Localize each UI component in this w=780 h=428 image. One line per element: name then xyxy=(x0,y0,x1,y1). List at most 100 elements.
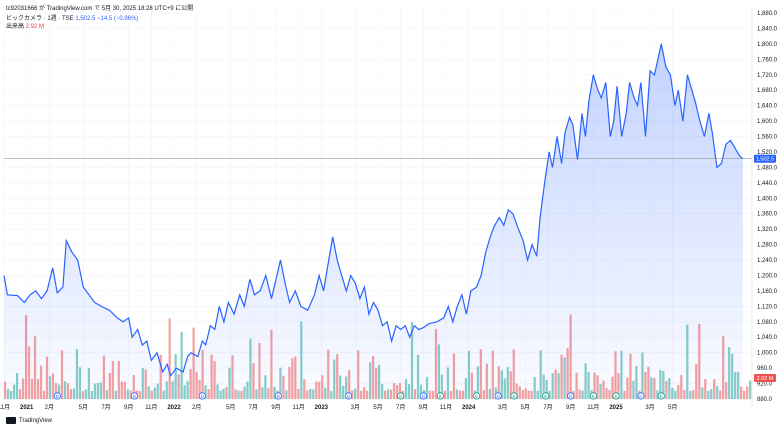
time-tick-label: 2月 xyxy=(45,404,54,411)
event-circle xyxy=(589,392,597,400)
event-circle xyxy=(436,392,444,400)
price-change: −14.5 (−0.96%) xyxy=(97,16,139,22)
price-tick-label: 1,840.0 xyxy=(757,26,778,32)
price-tick-label: 1,760.0 xyxy=(757,57,778,63)
time-tick-label: 2024 xyxy=(462,405,476,411)
footer-brand: TradingView xyxy=(19,417,53,424)
event-marker-dividend[interactable]: D xyxy=(567,392,575,400)
event-marker-dividend[interactable]: D xyxy=(274,392,282,400)
publish-header: tc92031666 が TradingView.com で 5月 30, 20… xyxy=(6,6,194,12)
time-tick-label: 7月 xyxy=(543,404,552,411)
time-tick-label: 2021 xyxy=(20,405,34,411)
event-circle xyxy=(567,392,575,400)
event-marker-earnings[interactable]: E xyxy=(510,392,518,400)
time-tick-label: 11月 xyxy=(0,404,10,411)
event-circle xyxy=(637,392,645,400)
volume-bar xyxy=(743,390,746,399)
event-marker-dividend[interactable]: D xyxy=(53,392,61,400)
volume-badge xyxy=(754,374,776,382)
event-marker-earnings[interactable]: E xyxy=(589,392,597,400)
price-tick-label: 920.0 xyxy=(757,382,773,388)
last-price-badge-text: 1,502.5 xyxy=(756,157,774,163)
time-tick-label: 2023 xyxy=(315,405,329,411)
time-tick-label: 11月 xyxy=(293,404,305,411)
price-tick-label: 1,720.0 xyxy=(757,73,778,79)
event-circle xyxy=(472,392,481,400)
price-line xyxy=(3,43,744,378)
event-marker-dividend[interactable]: D xyxy=(637,392,645,400)
event-marker-earnings[interactable]: E xyxy=(657,392,665,400)
price-tick-label: 1,480.0 xyxy=(757,165,778,171)
event-marker-earnings[interactable]: E xyxy=(436,392,444,400)
price-tick-label: 1,360.0 xyxy=(757,212,778,218)
event-marker-earnings[interactable]: E xyxy=(542,392,550,400)
price-tick-label: 960.0 xyxy=(757,366,773,372)
time-tick-label: 5月 xyxy=(79,404,88,411)
time-axis[interactable]: 11月 2021 2月 5月 7月 9月 11月 2022 2月 5月 7月 9月 11月 2023 3月 5… xyxy=(0,404,677,411)
price-tick-label: 1,120.0 xyxy=(757,304,778,310)
event-circle xyxy=(419,392,427,400)
time-tick-label: 9月 xyxy=(419,404,428,411)
event-marker-dividend[interactable]: D xyxy=(494,392,502,400)
time-tick-label: 5月 xyxy=(226,404,235,411)
last-price-badge xyxy=(754,154,776,163)
price-tick-label: 880.0 xyxy=(757,397,773,403)
time-tick-label: 7月 xyxy=(249,404,258,411)
time-tick-label: 3月 xyxy=(498,404,507,411)
price-tick-label: 1,320.0 xyxy=(757,227,778,233)
time-tick-label: 5月 xyxy=(521,404,530,411)
price-tick-label: 1,440.0 xyxy=(757,181,778,187)
last-price: 1,502.5 xyxy=(75,16,96,22)
event-circle xyxy=(494,392,502,400)
price-tick-label: 1,200.0 xyxy=(757,273,778,279)
volume-label: 出来高 xyxy=(6,24,25,30)
event-marker-dividend[interactable]: D xyxy=(344,392,353,400)
price-tick-label: 1,240.0 xyxy=(757,258,778,264)
time-tick-label: 9月 xyxy=(124,404,133,411)
symbol-name: ビックカメラ · 1週 · TSE xyxy=(6,16,74,22)
event-circle xyxy=(510,392,518,400)
volume-bar xyxy=(168,318,171,399)
event-marker-earnings[interactable]: E xyxy=(612,392,620,400)
price-tick-label: 1,000.0 xyxy=(757,351,778,357)
event-label: D xyxy=(201,394,205,399)
event-marker-earnings[interactable]: E xyxy=(472,392,481,400)
time-tick-label: 5月 xyxy=(668,404,677,411)
price-tick-label: 1,680.0 xyxy=(757,88,778,94)
event-circle xyxy=(53,392,61,400)
time-tick-label: 7月 xyxy=(396,404,405,411)
price-tick-label: 1,880.0 xyxy=(757,11,778,17)
event-circle xyxy=(397,392,405,400)
volume-bar xyxy=(180,331,183,399)
volume-bar xyxy=(746,386,749,399)
time-tick-label: 11月 xyxy=(145,404,157,411)
event-label: D xyxy=(422,394,426,399)
event-label: D xyxy=(569,394,573,399)
event-label: E xyxy=(544,394,547,399)
time-tick-label: 2022 xyxy=(167,405,181,411)
price-axis[interactable]: 1,880.0 1,840.0 1,800.0 1,760.0 1,720.0 1,680… xyxy=(757,11,778,403)
tradingview-logo-icon xyxy=(6,417,16,424)
event-marker-dividend[interactable]: D xyxy=(419,392,427,400)
event-label: E xyxy=(475,394,478,399)
time-tick-label: 3月 xyxy=(645,404,654,411)
event-marker-dividend[interactable]: D xyxy=(130,392,138,400)
event-label: E xyxy=(399,394,402,399)
price-tick-label: 1,040.0 xyxy=(757,335,778,341)
time-tick-label: 3月 xyxy=(351,404,360,411)
time-tick-label: 9月 xyxy=(566,404,575,411)
event-label: D xyxy=(347,394,351,399)
time-tick-label: 7月 xyxy=(101,404,110,411)
event-label: D xyxy=(639,394,643,399)
event-label: D xyxy=(56,394,60,399)
event-marker-earnings[interactable]: E xyxy=(397,392,405,400)
event-circle xyxy=(344,392,353,400)
price-area-fill xyxy=(4,43,743,400)
price-tick-label: 1,400.0 xyxy=(757,196,778,202)
event-marker-dividend[interactable]: D xyxy=(198,392,206,400)
price-tick-label: 1,080.0 xyxy=(757,320,778,326)
time-tick-label: 11月 xyxy=(440,404,452,411)
event-circle xyxy=(657,392,665,400)
